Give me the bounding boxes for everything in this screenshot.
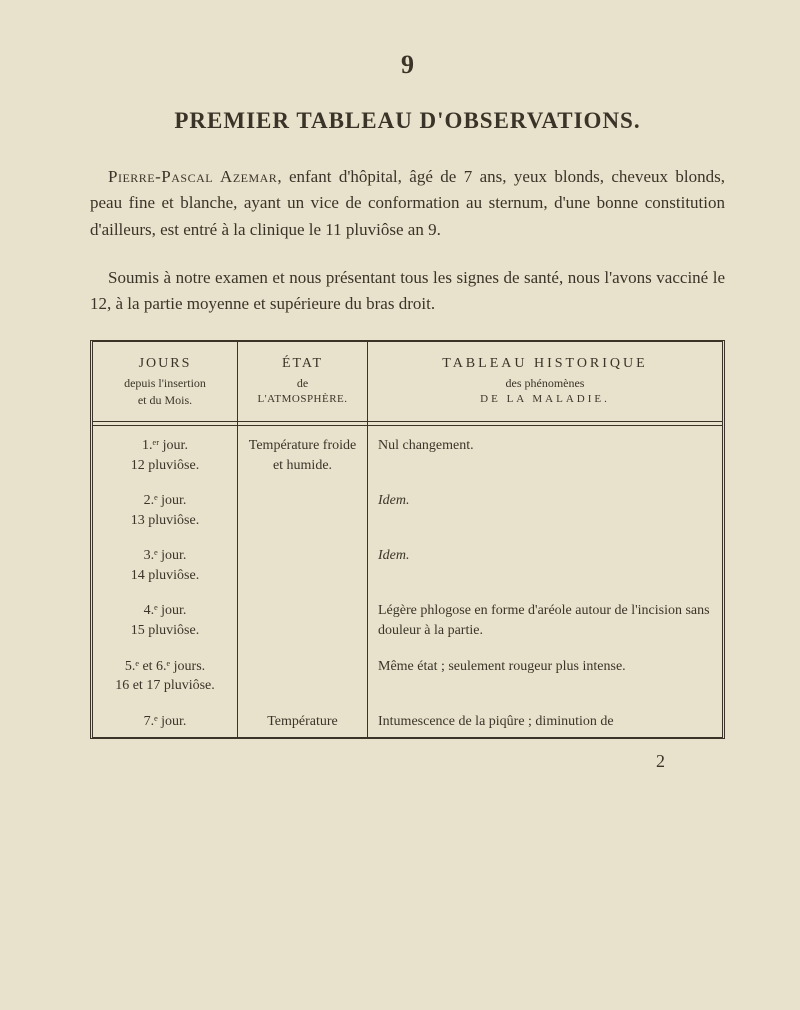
paragraph-1: Pierre-Pascal Azemar, enfant d'hôpital, …	[90, 164, 725, 243]
observations-table: JOURS depuis l'insertion et du Mois. ÉTA…	[90, 340, 725, 740]
cell-day: 2.ᵉ jour. 13 pluviôse.	[93, 481, 238, 536]
cell-obs: Nul changement.	[368, 426, 722, 481]
person-name: Pierre-Pascal Azemar	[108, 167, 277, 186]
signature-mark: 2	[90, 751, 725, 772]
cell-day: 1.ᵉʳ jour. 12 pluviôse.	[93, 426, 238, 481]
cell-atm	[238, 481, 368, 536]
header-col1: JOURS depuis l'insertion et du Mois.	[93, 342, 238, 421]
table-row: 2.ᵉ jour. 13 pluviôse. Idem.	[93, 481, 722, 536]
table-body: 1.ᵉʳ jour. 12 pluviôse. Température froi…	[93, 425, 722, 738]
cell-atm	[238, 591, 368, 646]
page-number: 9	[90, 50, 725, 80]
day-label: 2.ᵉ jour.	[144, 493, 187, 508]
header-col3-sub2: DE LA MALADIE.	[374, 392, 716, 407]
header-col1-sub2: et du Mois.	[99, 392, 231, 409]
day-label: 5.ᵉ et 6.ᵉ jours.	[125, 659, 205, 674]
cell-atm: Température	[238, 702, 368, 738]
header-col1-title: JOURS	[99, 354, 231, 374]
header-col3-sub1: des phénomènes	[374, 375, 716, 392]
date-label: 16 et 17 pluviôse.	[115, 678, 215, 693]
day-label: 3.ᵉ jour.	[144, 548, 187, 563]
header-col2: ÉTAT de L'ATMOSPHÈRE.	[238, 342, 368, 421]
header-col1-sub1: depuis l'insertion	[99, 375, 231, 392]
cell-obs: Intumescence de la piqûre ; diminution d…	[368, 702, 722, 738]
cell-atm	[238, 536, 368, 591]
date-label: 12 pluviôse.	[131, 458, 199, 473]
header-col3: TABLEAU HISTORIQUE des phénomènes DE LA …	[368, 342, 722, 421]
cell-obs: Idem.	[368, 481, 722, 536]
table-row: 1.ᵉʳ jour. 12 pluviôse. Température froi…	[93, 426, 722, 481]
table-row: 3.ᵉ jour. 14 pluviôse. Idem.	[93, 536, 722, 591]
cell-atm: Température froide et humide.	[238, 426, 368, 481]
cell-day: 5.ᵉ et 6.ᵉ jours. 16 et 17 pluviôse.	[93, 647, 238, 702]
table-row: 5.ᵉ et 6.ᵉ jours. 16 et 17 pluviôse. Mêm…	[93, 647, 722, 702]
header-col3-title: TABLEAU HISTORIQUE	[374, 354, 716, 374]
header-col2-sub2: L'ATMOSPHÈRE.	[244, 392, 361, 407]
header-col2-title: ÉTAT	[244, 354, 361, 374]
day-label: 1.ᵉʳ jour.	[142, 438, 188, 453]
cell-day: 7.ᵉ jour.	[93, 702, 238, 738]
date-label: 13 pluviôse.	[131, 513, 199, 528]
cell-obs: Même état ; seulement rougeur plus inten…	[368, 647, 722, 702]
page-title: PREMIER TABLEAU D'OBSERVATIONS.	[90, 108, 725, 134]
header-col2-sub1: de	[244, 375, 361, 392]
table-row: 7.ᵉ jour. Température Intumescence de la…	[93, 702, 722, 738]
date-label: 14 pluviôse.	[131, 568, 199, 583]
day-label: 4.ᵉ jour.	[144, 603, 187, 618]
cell-day: 3.ᵉ jour. 14 pluviôse.	[93, 536, 238, 591]
cell-atm	[238, 647, 368, 702]
cell-day: 4.ᵉ jour. 15 pluviôse.	[93, 591, 238, 646]
cell-obs: Légère phlogose en forme d'aréole autour…	[368, 591, 722, 646]
cell-obs: Idem.	[368, 536, 722, 591]
date-label: 15 pluviôse.	[131, 623, 199, 638]
header-divider	[93, 422, 722, 425]
day-label: 7.ᵉ jour.	[144, 714, 187, 729]
table-row: 4.ᵉ jour. 15 pluviôse. Légère phlogose e…	[93, 591, 722, 646]
table-header-row: JOURS depuis l'insertion et du Mois. ÉTA…	[93, 342, 722, 422]
paragraph-2: Soumis à notre examen et nous présentant…	[90, 265, 725, 318]
